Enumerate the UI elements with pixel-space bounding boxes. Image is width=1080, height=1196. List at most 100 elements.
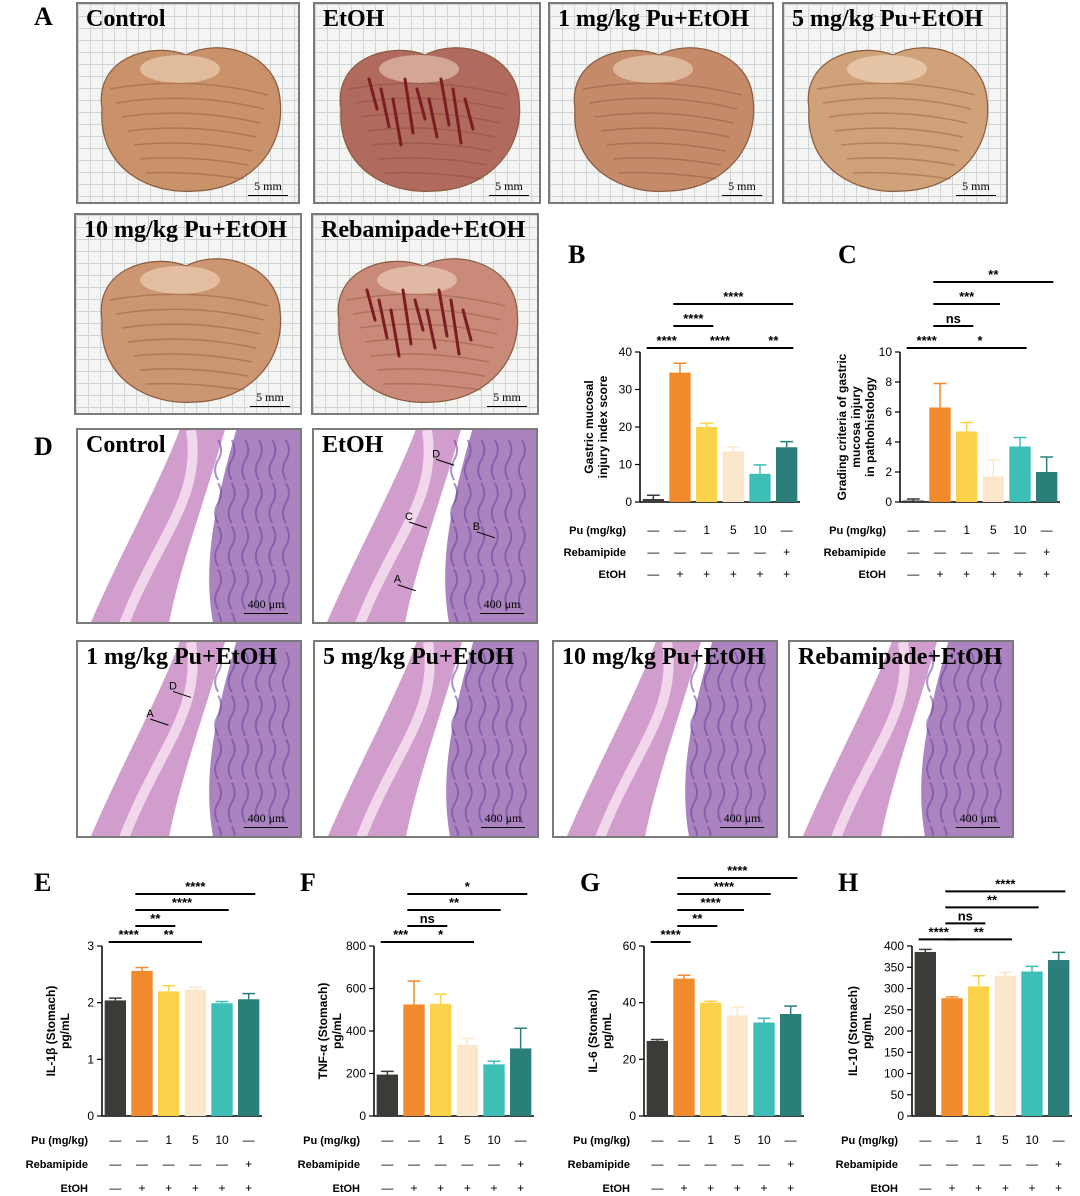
bar-control xyxy=(104,1000,126,1116)
gland-pattern xyxy=(491,738,500,780)
gland-pattern xyxy=(505,738,514,780)
mucosal-fold xyxy=(133,353,253,363)
bar-reba xyxy=(776,447,798,502)
gland-pattern xyxy=(467,825,473,836)
scale-bar: 400 μm xyxy=(480,597,524,614)
histology-title: 10 mg/kg Pu+EtOH xyxy=(562,644,766,670)
treatment-cell: — xyxy=(961,545,973,559)
y-tick-label: 150 xyxy=(884,1045,904,1059)
gland-pattern xyxy=(490,568,499,610)
y-tick-label: 30 xyxy=(619,383,633,397)
scale-label: 5 mm xyxy=(493,390,521,404)
treatment-cell: — xyxy=(647,523,659,537)
y-axis-label: IL-1β (Stomach) xyxy=(44,986,58,1077)
treatment-cell: 1 xyxy=(437,1133,444,1147)
y-tick-label: 600 xyxy=(346,982,366,996)
mucosa-layer xyxy=(445,430,536,622)
mucosal-fold xyxy=(109,293,269,307)
significance-label: *** xyxy=(959,289,975,304)
gland-pattern xyxy=(254,738,263,780)
treatment-cell: + xyxy=(192,1181,199,1195)
gland-pattern xyxy=(993,651,1002,693)
bar-pu10 xyxy=(211,1003,233,1116)
gland-pattern xyxy=(690,738,699,780)
y-tick-label: 400 xyxy=(884,939,904,953)
y-tick-label: 250 xyxy=(884,1003,904,1017)
scale-bar: 400 μm xyxy=(956,811,1000,828)
treatment-row-label: Rebamipide xyxy=(836,1159,898,1171)
mucosal-fold xyxy=(594,112,734,124)
gland-pattern xyxy=(518,695,527,737)
gland-pattern xyxy=(517,482,526,524)
lumen xyxy=(355,430,434,622)
hemorrhagic-lesion xyxy=(377,298,389,340)
photo-title: EtOH xyxy=(323,6,385,32)
mucosal-fold xyxy=(588,97,738,110)
significance-label: ** xyxy=(449,895,460,910)
mucosal-fold xyxy=(840,142,960,152)
y-axis-label: IL-10 (Stomach) xyxy=(846,986,860,1076)
significance-label: ** xyxy=(987,892,998,907)
significance-label: **** xyxy=(185,879,206,894)
treatment-cell: — xyxy=(758,1157,770,1171)
treatment-cell: — xyxy=(1026,1157,1038,1171)
gland-pattern xyxy=(478,738,487,780)
gland-pattern xyxy=(980,695,989,737)
gland-pattern xyxy=(268,651,277,693)
gland-pattern xyxy=(993,695,1002,737)
significance-label: **** xyxy=(714,879,735,894)
photo-title: Rebamipade+EtOH xyxy=(321,217,526,243)
mucosal-fold xyxy=(348,82,508,96)
y-tick-label: 350 xyxy=(884,960,904,974)
gland-pattern xyxy=(281,439,290,481)
treatment-cell: — xyxy=(785,1133,797,1147)
mucosal-fold xyxy=(145,382,245,391)
gland-pattern xyxy=(281,738,290,780)
gland-pattern xyxy=(268,568,277,610)
treatment-cell: + xyxy=(783,567,790,581)
bar-etoh xyxy=(673,978,695,1116)
gland-pattern xyxy=(254,482,263,524)
gland-pattern xyxy=(966,695,975,737)
gland-pattern xyxy=(717,651,726,693)
gland-pattern xyxy=(757,651,766,693)
treatment-cell: 10 xyxy=(487,1133,501,1147)
treatment-cell: 10 xyxy=(215,1133,229,1147)
treatment-cell: — xyxy=(109,1133,121,1147)
significance-label: ns xyxy=(946,311,961,326)
treatment-cell: — xyxy=(919,1181,931,1195)
gland-pattern xyxy=(227,782,236,824)
bar-control xyxy=(914,951,936,1116)
y-axis-label: pg/mL xyxy=(58,1013,72,1049)
gross-photo-control: Control 5 mm xyxy=(76,2,300,204)
gland-pattern xyxy=(268,738,277,780)
gland-pattern xyxy=(717,782,726,824)
gland-pattern xyxy=(744,695,753,737)
y-tick-label: 200 xyxy=(346,1067,366,1081)
gland-pattern xyxy=(454,825,460,836)
treatment-cell: + xyxy=(218,1181,225,1195)
treatment-cell: + xyxy=(1055,1157,1062,1171)
treatment-cell: + xyxy=(1028,1181,1035,1195)
treatment-cell: — xyxy=(216,1157,228,1171)
histology-rebamipide: Rebamipade+EtOH 400 μm xyxy=(788,640,1014,838)
significance-label: **** xyxy=(701,895,722,910)
tissue-section xyxy=(567,642,776,836)
treatment-cell: — xyxy=(109,1157,121,1171)
treatment-row-label: Rebamipide xyxy=(26,1159,88,1171)
tissue-section: D B C A xyxy=(327,430,536,622)
glare xyxy=(847,55,927,83)
treatment-row-label: Pu (mg/kg) xyxy=(31,1135,88,1147)
gland-pattern xyxy=(477,439,486,481)
histology-title: 5 mg/kg Pu+EtOH xyxy=(323,644,515,670)
bar-pu5 xyxy=(184,989,206,1116)
histology-image: DA xyxy=(91,642,300,836)
gross-photo-pu10: 10 mg/kg Pu+EtOH 5 mm xyxy=(74,213,302,415)
histology-pu10: 10 mg/kg Pu+EtOH 400 μm xyxy=(552,640,778,838)
treatment-cell: + xyxy=(464,1181,471,1195)
bar-pu10 xyxy=(753,1022,775,1116)
bar-pu5 xyxy=(456,1044,478,1116)
treatment-row-label: Rebamipide xyxy=(298,1159,360,1171)
